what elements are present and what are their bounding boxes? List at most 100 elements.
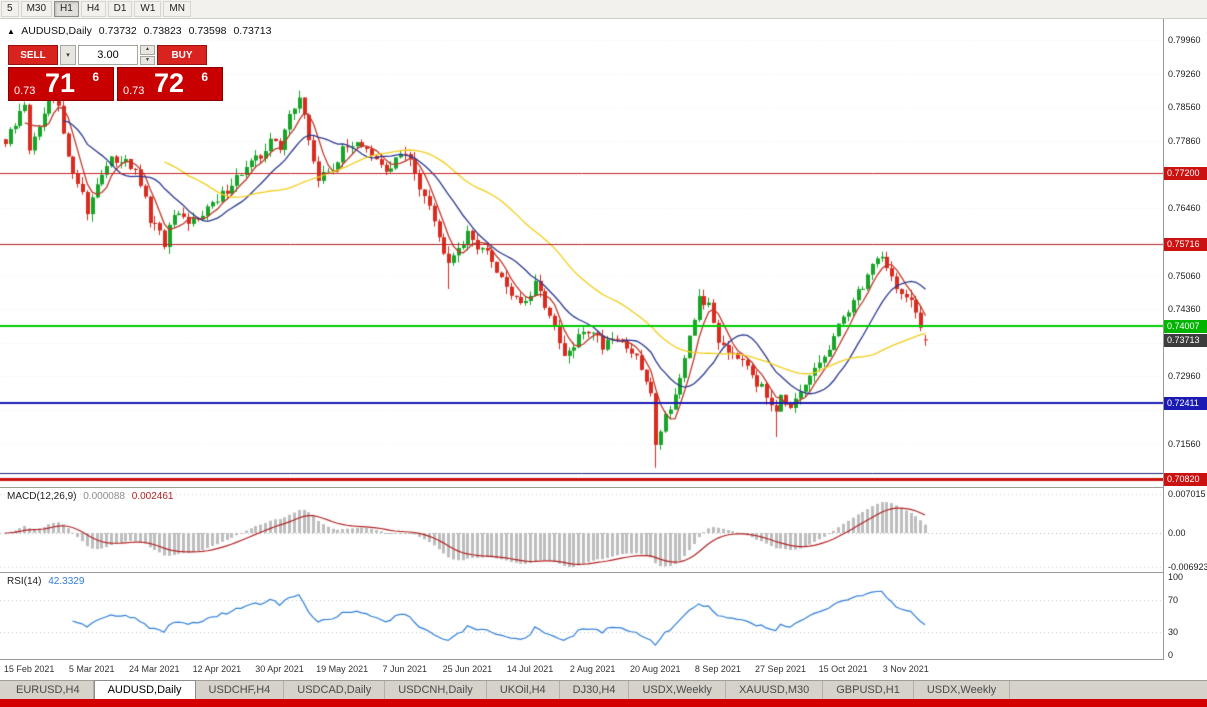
chart-tab-usdchf-h4[interactable]: USDCHF,H4 [196,681,285,699]
date-axis-label: 14 Jul 2021 [506,664,554,674]
chart-tab-eurusd-h4[interactable]: EURUSD,H4 [3,681,94,699]
price-axis[interactable]: 0.79960 0.79260 0.78560 0.77860 0.76460 0.750… [1164,19,1207,660]
volume-increase-button[interactable]: ▲ [140,45,155,55]
price-level-badge: 0.75716 [1164,238,1207,252]
timeframe-button-m30[interactable]: M30 [20,1,53,17]
timeframe-toolbar: 5 M30 H1 H4 D1 W1 MN [0,0,1207,19]
rsi-indicator-canvas[interactable] [0,573,1163,659]
timeframe-button-h4[interactable]: H4 [80,1,106,17]
volume-input[interactable] [78,45,138,65]
price-axis-label: 0.79260 [1168,68,1201,79]
price-axis-label: 0.72960 [1168,371,1201,382]
date-axis-label: 30 Apr 2021 [255,664,304,674]
rsi-axis-label: 100 [1168,572,1184,582]
timeframe-button-5[interactable]: 5 [1,1,19,17]
collapse-arrow-icon[interactable]: ▲ [7,27,15,36]
macd-axis-label: 0.007015 [1168,489,1206,499]
macd-axis-label: -0.006923 [1168,562,1207,572]
ask-price-digits: 72 [154,68,185,98]
date-axis-label: 15 Feb 2021 [3,664,55,674]
date-axis-label: 19 May 2021 [316,664,369,674]
ask-price-display[interactable]: 0.73 72 6 [117,67,223,101]
ohlc-low-value: 0.73598 [188,25,227,37]
chart-tab-ukoil-h4[interactable]: UKOil,H4 [487,681,560,699]
price-axis-label: 0.71560 [1168,438,1201,449]
date-axis-label: 20 Aug 2021 [629,664,681,674]
date-axis-label: 5 Mar 2021 [68,664,115,674]
ohlc-close-value: 0.73713 [233,25,272,37]
date-axis-label: 3 Nov 2021 [882,664,929,674]
rsi-title: RSI(14) [7,576,42,587]
time-axis[interactable]: 15 Feb 2021 5 Mar 2021 24 Mar 2021 12 Apr 2… [0,660,1163,680]
pane-separator [0,659,1207,660]
macd-signal-value: 0.002461 [131,491,174,502]
chart-tab-usdcad-daily[interactable]: USDCAD,Daily [284,681,386,699]
bid-price-display[interactable]: 0.73 71 6 [8,67,114,101]
ask-price-prefix: 0.73 [123,85,145,97]
timeframe-button-w1[interactable]: W1 [134,1,162,17]
ohlc-high-value: 0.73823 [143,25,182,37]
bid-price-digits: 71 [45,68,76,98]
price-axis-label: 0.78560 [1168,102,1201,113]
chart-tab-audusd-daily[interactable]: AUDUSD,Daily [93,680,196,699]
sell-button[interactable]: SELL [8,45,58,65]
macd-indicator-canvas[interactable] [0,488,1163,572]
price-level-badge: 0.77200 [1164,166,1207,180]
buy-button[interactable]: BUY [157,45,207,65]
macd-title: MACD(12,26,9) [7,491,77,502]
timeframe-button-mn[interactable]: MN [163,1,191,17]
chart-symbol-label: AUDUSD,Daily [21,25,92,37]
macd-axis-label: 0.00 [1168,528,1186,538]
arrow-up-icon: ▲ [145,46,150,53]
chart-tab-usdx-weekly[interactable]: USDX,Weekly [914,681,1011,699]
price-level-badge: 0.74007 [1164,320,1207,334]
price-axis-label: 0.79960 [1168,35,1201,46]
price-level-badge: 0.72411 [1164,396,1207,410]
chart-tab-gbpusd-h1[interactable]: GBPUSD,H1 [823,681,914,699]
rsi-value: 42.3329 [48,576,85,587]
trade-panel-quotes: 0.73 71 6 0.73 72 6 [8,67,226,101]
ohlc-open-value: 0.73732 [98,25,137,37]
timeframe-button-d1[interactable]: D1 [107,1,133,17]
current-price-badge: 0.73713 [1164,334,1207,348]
chevron-down-icon: ▾ [66,52,70,59]
price-axis-label: 0.77860 [1168,136,1201,147]
date-axis-label: 8 Sep 2021 [694,664,741,674]
one-click-trade-panel: SELL ▾ ▲ ▼ BUY 0.73 71 6 0.73 72 6 [8,45,226,101]
chart-tab-usdcnh-daily[interactable]: USDCNH,Daily [385,681,487,699]
trade-panel-controls: SELL ▾ ▲ ▼ BUY [8,45,226,65]
price-axis-separator [1163,19,1164,660]
chart-tab-xauusd-m30[interactable]: XAUUSD,M30 [726,681,824,699]
date-axis-label: 24 Mar 2021 [129,664,180,674]
chart-tab-dj30-h4[interactable]: DJ30,H4 [560,681,630,699]
pane-separator[interactable] [0,572,1207,573]
chart-header: ▲ AUDUSD,Daily 0.73732 0.73823 0.73598 0… [7,25,275,37]
date-axis-label: 27 Sep 2021 [754,664,806,674]
pane-separator[interactable] [0,487,1207,488]
price-level-badge: 0.70820 [1164,473,1207,487]
date-axis-label: 12 Apr 2021 [192,664,242,674]
date-axis-label: 7 Jun 2021 [382,664,428,674]
rsi-label: RSI(14) 42.3329 [7,576,84,587]
arrow-down-icon: ▼ [145,56,150,63]
rsi-axis-label: 0 [1168,650,1174,660]
chart-tab-usdx-weekly[interactable]: USDX,Weekly [629,681,726,699]
bid-price-prefix: 0.73 [14,85,36,97]
volume-preset-dropdown[interactable]: ▾ [60,45,76,65]
bid-price-pip: 6 [92,70,99,84]
ask-price-pip: 6 [201,70,208,84]
date-axis-label: 2 Aug 2021 [569,664,616,674]
macd-label: MACD(12,26,9) 0.000088 0.002461 [7,491,173,502]
chart-tabs-bar: EURUSD,H4 AUDUSD,Daily USDCHF,H4 USDCAD,Dai… [0,680,1207,699]
taskbar-strip [0,699,1207,707]
rsi-axis-label: 70 [1168,595,1179,606]
price-axis-label: 0.74360 [1168,304,1201,315]
timeframe-button-h1[interactable]: H1 [54,1,79,17]
rsi-axis-label: 30 [1168,626,1179,637]
volume-stepper: ▲ ▼ [140,45,155,65]
price-axis-label: 0.76460 [1168,203,1201,214]
date-axis-label: 15 Oct 2021 [818,664,868,674]
volume-decrease-button[interactable]: ▼ [140,55,155,65]
macd-main-value: 0.000088 [83,491,125,502]
